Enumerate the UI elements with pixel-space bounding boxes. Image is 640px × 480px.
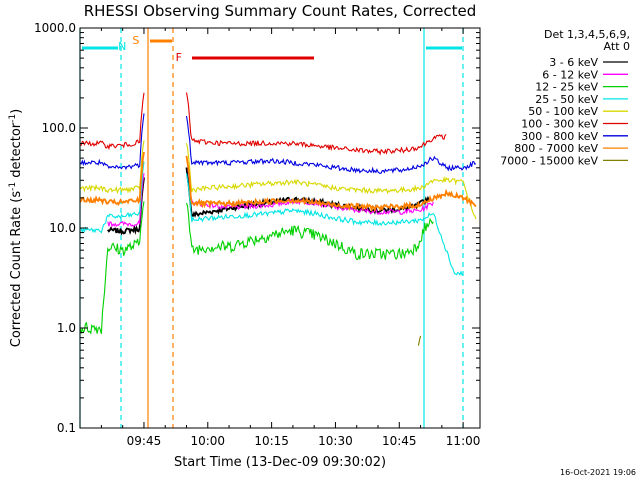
series-line-7-seg-0 — [79, 151, 145, 207]
series-line-0-seg-1 — [185, 167, 430, 218]
x-tick-label-3: 10:30 — [318, 434, 353, 448]
legend-label-2: 12 - 25 keV — [535, 81, 598, 94]
y-axis-label-sup2: -1 — [8, 114, 18, 123]
observing-bands — [79, 28, 464, 428]
x-axis-label: Start Time (13-Dec-09 09:30:02) — [174, 455, 386, 470]
x-tick-label-2: 10:15 — [254, 434, 289, 448]
y-axis-label: Corrected Count Rate (s-1 detector-1) — [8, 109, 24, 347]
y-tick-label-0: 0.1 — [57, 421, 76, 435]
series-line-2-seg-1 — [185, 202, 434, 260]
annotation-N: N — [118, 40, 126, 53]
annotation-S: S — [132, 34, 139, 47]
series-line-2-seg-0 — [79, 201, 145, 335]
legend-label-6: 300 - 800 keV — [521, 130, 598, 143]
series-line-6-seg-0 — [79, 113, 145, 171]
series-line-1-seg-1 — [185, 156, 434, 216]
series-line-5-seg-0 — [80, 92, 145, 151]
series-line-8-seg-0 — [417, 335, 422, 346]
y-axis-label-tail: detector — [9, 122, 24, 182]
series-line-7-seg-1 — [185, 155, 477, 213]
chart-title: RHESSI Observing Summary Count Rates, Co… — [84, 2, 477, 20]
night-gap — [149, 30, 171, 426]
legend-label-5: 100 - 300 keV — [521, 118, 598, 131]
y-tick-label-2: 10.0 — [49, 221, 76, 235]
annotations: N S F — [118, 34, 182, 64]
y-axis-label-main: Corrected Count Rate (s — [9, 191, 24, 348]
legend-label-4: 50 - 100 keV — [528, 105, 598, 118]
annotation-F: F — [176, 51, 182, 64]
legend-label-7: 800 - 7000 keV — [514, 142, 598, 155]
footer-timestamp: 16-Oct-2021 19:06 — [560, 468, 636, 477]
x-tick-label-1: 10:00 — [190, 434, 225, 448]
series-line-5-seg-1 — [185, 92, 447, 156]
legend-label-1: 6 - 12 keV — [542, 68, 598, 81]
legend-label-3: 25 - 50 keV — [535, 93, 598, 106]
series-line-4-seg-0 — [79, 140, 145, 195]
legend-header-2: Att 0 — [604, 40, 630, 53]
x-axis: 09:45 10:00 10:15 10:30 10:45 11:00 — [100, 28, 481, 448]
y-axis-label-sup: -1 — [8, 182, 18, 191]
y-axis-label-end: ) — [9, 109, 24, 114]
series-line-0-seg-0 — [107, 177, 145, 236]
y-tick-label-4: 1000.0 — [34, 21, 76, 35]
legend-label-8: 7000 - 15000 keV — [500, 154, 598, 167]
series-line-4-seg-1 — [185, 143, 477, 220]
series-line-3-seg-0 — [79, 161, 145, 234]
series-line-3-seg-1 — [185, 173, 464, 276]
series-line-6-seg-1 — [185, 116, 477, 174]
x-tick-label-4: 10:45 — [382, 434, 417, 448]
legend-label-0: 3 - 6 keV — [549, 56, 598, 69]
y-axis: 0.1 1.0 10.0 100.0 1000.0 — [34, 21, 480, 435]
series-layer — [79, 92, 477, 346]
y-tick-label-3: 100.0 — [42, 121, 76, 135]
x-tick-label-0: 09:45 — [127, 434, 162, 448]
y-tick-label-1: 1.0 — [57, 321, 76, 335]
x-tick-label-5: 11:00 — [446, 434, 481, 448]
series-line-1-seg-0 — [107, 173, 145, 228]
legend-header-1: Det 1,3,4,5,6,9, — [544, 28, 630, 41]
